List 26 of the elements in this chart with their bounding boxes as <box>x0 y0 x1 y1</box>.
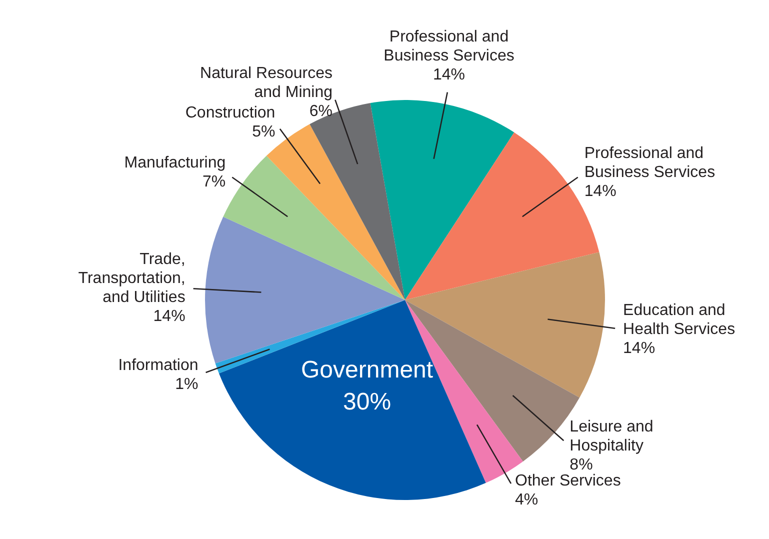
slice-label: Professional and Business Services <box>384 28 514 64</box>
data-label: 30% <box>343 388 392 416</box>
data-label: 14% <box>432 66 466 84</box>
pie-slice <box>218 300 486 500</box>
pie-slice <box>370 100 514 300</box>
slice-label: Natural Resources and Mining <box>200 64 333 101</box>
data-label: 8% <box>570 456 593 474</box>
data-label: 7% <box>202 174 226 191</box>
slice-label: Other Services <box>515 472 621 490</box>
slice-label: Government <box>301 356 434 384</box>
data-label: 14% <box>584 183 616 200</box>
data-label: 14% <box>153 308 186 326</box>
pie-slice <box>310 103 405 300</box>
slice-label: Education and Health Services <box>623 302 736 338</box>
data-label: 6% <box>309 102 333 120</box>
slice-label: Manufacturing <box>124 154 226 172</box>
data-label: 1% <box>175 376 198 394</box>
slice-label: Leisure and Hospitality <box>570 418 654 454</box>
data-label: 14% <box>623 340 656 357</box>
data-label: 5% <box>252 123 276 140</box>
slice-label: Professional and Business Services <box>584 145 716 182</box>
slice-label: Trade, Transportation, and Utilities <box>78 251 186 306</box>
slice-label: Construction <box>185 104 276 122</box>
pie-slice <box>223 156 405 300</box>
slice-label: Information <box>118 357 198 374</box>
data-label: 4% <box>515 492 538 509</box>
